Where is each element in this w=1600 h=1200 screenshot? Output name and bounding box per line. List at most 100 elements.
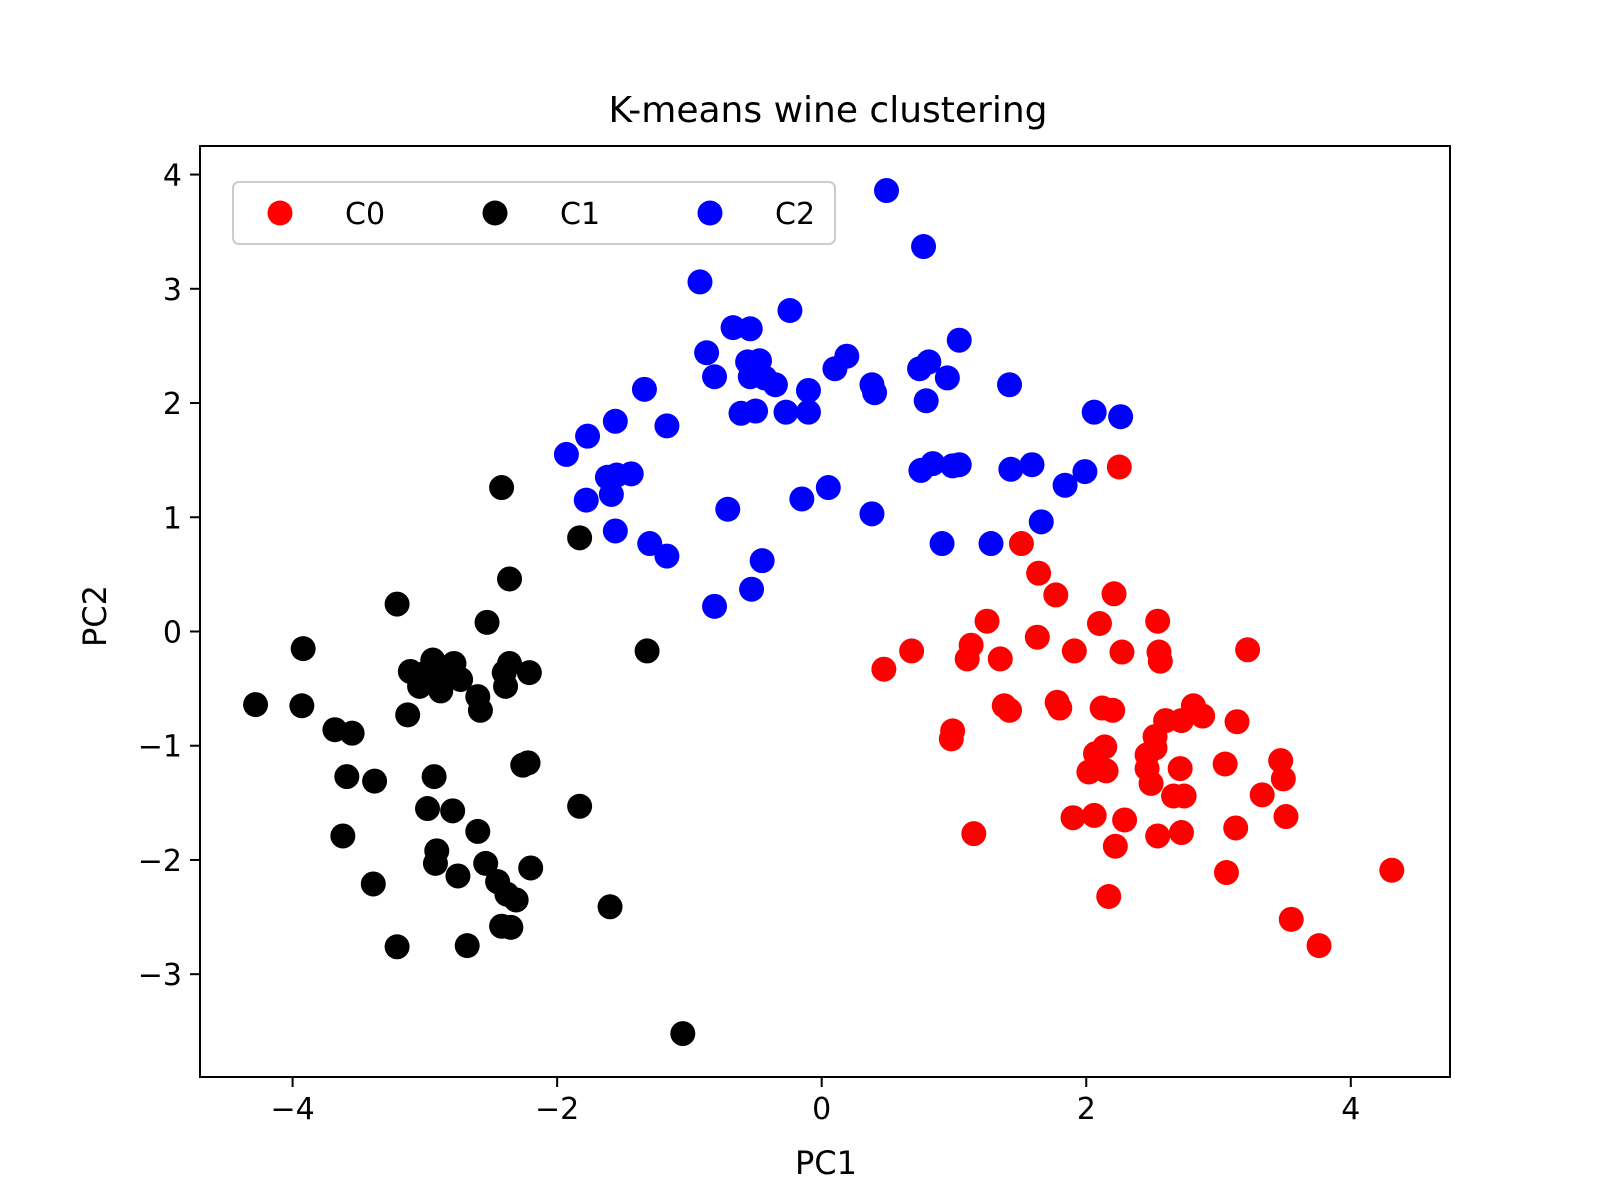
data-point <box>997 697 1023 723</box>
data-point <box>654 413 680 439</box>
data-point <box>773 399 799 425</box>
data-point <box>1093 758 1119 784</box>
y-tick-label: 3 <box>163 273 182 308</box>
x-tick-label: 2 <box>1077 1092 1096 1127</box>
data-point <box>1168 820 1194 846</box>
data-point <box>1096 884 1122 910</box>
data-point <box>1224 709 1250 735</box>
data-point <box>1061 638 1087 664</box>
data-point <box>334 764 360 790</box>
data-point <box>1072 459 1098 485</box>
data-point <box>1019 452 1045 478</box>
data-point <box>1145 823 1171 849</box>
data-point <box>1171 783 1197 809</box>
data-point <box>702 364 728 390</box>
data-point <box>929 531 955 557</box>
data-point <box>1268 748 1294 774</box>
data-point <box>899 638 925 664</box>
y-tick-label: −1 <box>138 730 182 765</box>
data-point <box>1043 582 1069 608</box>
data-point <box>289 693 315 719</box>
data-point <box>407 673 433 699</box>
data-point <box>421 764 447 790</box>
data-point <box>1086 610 1112 636</box>
data-point <box>330 823 356 849</box>
data-point <box>553 441 579 467</box>
data-point <box>454 933 480 959</box>
data-point <box>516 660 542 686</box>
chart-title: K-means wine clustering <box>608 90 1047 131</box>
data-point <box>1052 472 1078 498</box>
data-point <box>1249 782 1275 808</box>
data-point <box>362 768 388 794</box>
legend-box <box>232 181 836 245</box>
data-point <box>739 576 765 602</box>
data-point <box>474 609 500 635</box>
data-point <box>428 678 454 704</box>
data-point <box>938 726 964 752</box>
data-point <box>1212 751 1238 777</box>
x-tick-label: −2 <box>535 1092 579 1127</box>
data-point <box>634 638 660 664</box>
data-point <box>243 692 269 718</box>
y-tick-label: 2 <box>163 387 182 422</box>
y-tick-label: 1 <box>163 501 182 536</box>
data-point <box>360 871 386 897</box>
data-point <box>702 593 728 619</box>
data-point <box>1145 608 1171 634</box>
data-point <box>1081 802 1107 828</box>
data-point <box>762 372 788 398</box>
data-point <box>1026 560 1052 586</box>
data-point <box>920 451 946 477</box>
data-point <box>384 934 410 960</box>
data-point <box>1060 805 1086 831</box>
data-point <box>795 399 821 425</box>
data-point <box>871 656 897 682</box>
data-point <box>1167 756 1193 782</box>
data-point <box>694 340 720 366</box>
data-point <box>384 591 410 617</box>
data-point <box>670 1021 696 1047</box>
data-point <box>1081 399 1107 425</box>
data-point <box>1223 815 1249 841</box>
data-point <box>415 796 441 822</box>
data-point <box>1147 648 1173 674</box>
legend-marker <box>482 200 508 226</box>
data-point <box>1106 454 1132 480</box>
data-point <box>934 365 960 391</box>
data-point <box>1008 531 1034 557</box>
plot-frame <box>199 145 1451 1078</box>
data-point <box>1306 933 1332 959</box>
data-point <box>465 818 491 844</box>
data-point <box>422 850 448 876</box>
data-point <box>567 525 593 551</box>
data-point <box>822 356 848 382</box>
x-tick-label: 4 <box>1341 1092 1360 1127</box>
legend-label: C2 <box>775 197 815 232</box>
data-point <box>1213 860 1239 886</box>
legend-entries: C0 C1 C2 <box>267 197 815 232</box>
y-axis-ticks: −3 −2 −1 0 1 2 3 4 <box>138 159 200 993</box>
data-point <box>795 377 821 403</box>
data-point <box>1102 833 1128 859</box>
x-axis-ticks: −4 −2 0 2 4 <box>270 1077 1360 1127</box>
legend-label: C0 <box>345 197 385 232</box>
legend: C0 C1 C2 <box>232 181 836 245</box>
data-point <box>961 821 987 847</box>
data-point <box>913 388 939 414</box>
data-point <box>497 566 523 592</box>
data-point <box>1100 697 1126 723</box>
x-tick-label: 0 <box>812 1092 831 1127</box>
data-point <box>998 456 1024 482</box>
data-point <box>1024 624 1050 650</box>
data-point <box>743 398 769 424</box>
data-point <box>445 863 471 889</box>
data-point <box>637 531 663 557</box>
data-point <box>339 720 365 746</box>
data-point <box>789 486 815 512</box>
data-point <box>618 461 644 487</box>
data-point <box>602 518 628 544</box>
legend-label: C1 <box>560 197 600 232</box>
data-point <box>954 646 980 672</box>
